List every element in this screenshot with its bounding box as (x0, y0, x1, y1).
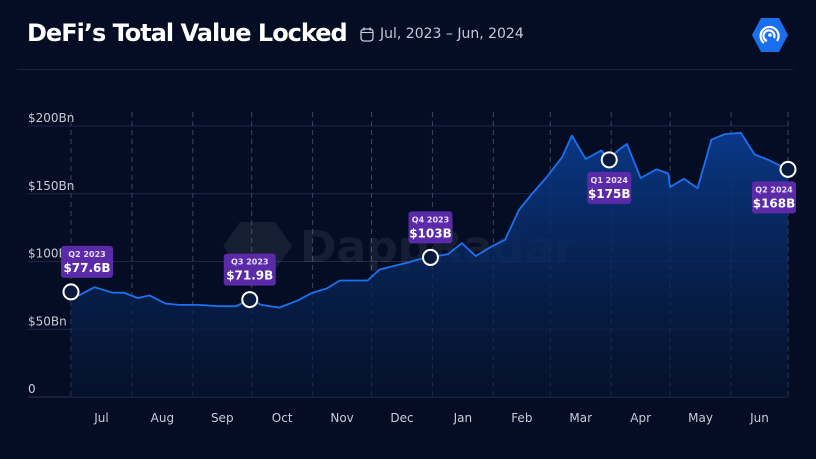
x-tick-label: Nov (330, 411, 353, 425)
x-tick-label: Feb (511, 411, 532, 425)
annotation-quarter: Q1 2024 (591, 176, 629, 185)
annotation-box (223, 253, 276, 286)
date-range-text: Jul, 2023 – Jun, 2024 (380, 26, 524, 42)
annotation-marker (62, 283, 80, 301)
x-tick-label: Mar (569, 411, 592, 425)
annotation-quarter: Q2 2024 (755, 185, 793, 194)
annotation-marker (779, 160, 797, 178)
header-divider (17, 69, 793, 70)
dappradar-logo-icon (752, 18, 788, 52)
annotation-q2-2024: Q2 2024 $168B (752, 160, 797, 214)
annotation-q4-2023: Q4 2023 $103B (408, 211, 453, 266)
y-tick-label: $200Bn (28, 111, 74, 125)
x-tick-label: Oct (272, 411, 293, 425)
x-tick-label: Jan (453, 411, 473, 425)
annotation-box (61, 245, 113, 278)
x-tick-label: Apr (630, 411, 651, 425)
x-tick-label: Jul (93, 411, 108, 425)
x-tick-label: May (688, 411, 713, 425)
annotation-q2-2023: Q2 2023 $77.6B (61, 245, 113, 301)
annotation-value: $175B (588, 187, 631, 201)
annotation-box (408, 211, 453, 244)
y-tick-label: $50Bn (28, 314, 67, 328)
annotation-q3-2023: Q3 2023 $71.9B (223, 253, 276, 309)
annotation-box (587, 171, 632, 204)
y-tick-label: 0 (28, 382, 36, 396)
page-title: DeFi’s Total Value Locked (27, 19, 348, 47)
series-line (70, 131, 789, 309)
x-tick-label: Sep (211, 411, 234, 425)
annotation-quarter: Q4 2023 (412, 215, 449, 224)
calendar-icon (360, 27, 374, 42)
annotation-quarter: Q2 2023 (68, 250, 105, 259)
annotation-value: $71.9B (226, 269, 273, 283)
date-range[interactable]: Jul, 2023 – Jun, 2024 (360, 26, 524, 42)
annotation-value: $77.6B (63, 261, 110, 275)
annotation-value: $168B (753, 196, 796, 210)
annotation-value: $103B (409, 226, 452, 240)
annotation-marker (241, 291, 259, 309)
x-tick-label: Aug (151, 411, 174, 425)
y-tick-label: $150Bn (28, 179, 74, 193)
annotation-marker (421, 248, 439, 266)
x-tick-label: Jun (749, 411, 769, 425)
annotation-quarter: Q3 2023 (231, 258, 268, 267)
annotation-marker (600, 151, 618, 169)
x-tick-label: Dec (390, 411, 413, 425)
annotation-box (752, 181, 796, 214)
annotation-q1-2024: Q1 2024 $175B (587, 151, 632, 204)
